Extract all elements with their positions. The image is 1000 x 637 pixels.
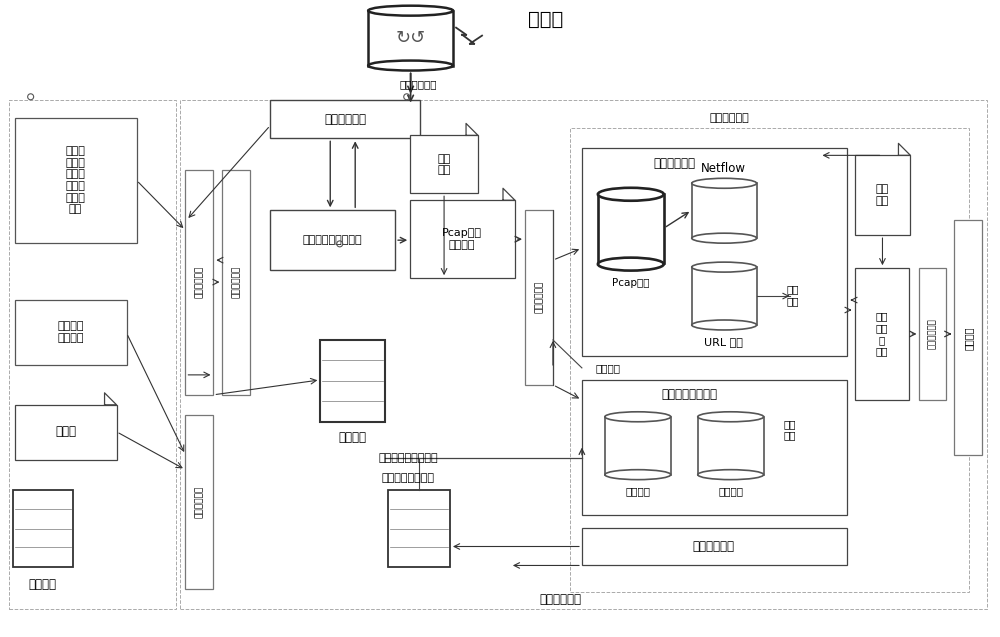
- Bar: [698, 417, 764, 475]
- Bar: [582, 380, 847, 515]
- Text: URL 域名: URL 域名: [704, 337, 743, 347]
- Text: 内部网络接口: 内部网络接口: [195, 266, 204, 298]
- Ellipse shape: [598, 188, 664, 201]
- Text: Pcap报文: Pcap报文: [612, 278, 650, 288]
- Bar: [598, 194, 664, 263]
- Text: 白名单: 白名单: [55, 426, 76, 438]
- Text: 白名单、密罐配置: 白名单、密罐配置: [382, 473, 435, 483]
- Bar: [368, 11, 453, 66]
- Bar: [222, 170, 250, 395]
- Text: 外部网络接口: 外部网络接口: [928, 318, 937, 349]
- Ellipse shape: [692, 233, 757, 243]
- Bar: [954, 220, 982, 455]
- Bar: [855, 268, 909, 400]
- Bar: [525, 210, 553, 385]
- Ellipse shape: [605, 412, 671, 422]
- Text: Netflow: Netflow: [701, 162, 746, 175]
- Bar: [605, 417, 671, 475]
- Text: 告警日志: 告警日志: [595, 363, 620, 373]
- Text: 外部网络接口: 外部网络接口: [324, 113, 366, 126]
- Text: 恶意文件: 恶意文件: [625, 487, 650, 497]
- Text: 文件、
进程、
网络、
注册表
监控与
采集: 文件、 进程、 网络、 注册表 监控与 采集: [66, 147, 86, 214]
- Ellipse shape: [598, 257, 664, 271]
- Bar: [270, 210, 395, 270]
- Bar: [855, 155, 910, 235]
- Text: 网络告警规则: 网络告警规则: [710, 113, 750, 124]
- Ellipse shape: [698, 469, 764, 480]
- Bar: [13, 490, 73, 568]
- Text: 密罐节点: 密罐节点: [29, 578, 57, 591]
- Bar: [582, 527, 847, 566]
- Text: 网络日志管理: 网络日志管理: [654, 157, 696, 170]
- Text: 主机日志: 主机日志: [718, 487, 743, 497]
- Bar: [692, 183, 757, 238]
- Text: 互联网: 互联网: [528, 10, 563, 29]
- Bar: [410, 200, 515, 278]
- Bar: [388, 490, 450, 568]
- Bar: [582, 148, 847, 356]
- Text: 密罐主机
日志转发: 密罐主机 日志转发: [57, 321, 84, 343]
- Ellipse shape: [368, 61, 453, 71]
- Bar: [270, 101, 420, 138]
- Text: 管理网络接口: 管理网络接口: [195, 485, 204, 518]
- Text: 网络数据控制和捕获: 网络数据控制和捕获: [302, 235, 362, 245]
- Text: ↻↺: ↻↺: [395, 29, 426, 47]
- Bar: [180, 101, 987, 610]
- Ellipse shape: [698, 412, 764, 422]
- Bar: [15, 300, 127, 365]
- Text: 检测
规则: 检测 规则: [437, 154, 451, 175]
- Bar: [15, 118, 137, 243]
- Bar: [320, 340, 385, 422]
- Text: 网络攻击数据: 网络攻击数据: [400, 80, 437, 90]
- Bar: [185, 170, 213, 395]
- Bar: [9, 101, 176, 610]
- Text: 密罐主机管理: 密罐主机管理: [693, 540, 735, 553]
- Bar: [692, 267, 757, 325]
- Text: 主机变化日志管理: 主机变化日志管理: [662, 389, 718, 401]
- Ellipse shape: [368, 6, 453, 16]
- Ellipse shape: [692, 320, 757, 330]
- Text: 主机日志、恶意文件: 主机日志、恶意文件: [378, 453, 438, 462]
- Bar: [410, 136, 478, 193]
- Text: 站点管理节点: 站点管理节点: [539, 593, 581, 606]
- Text: Pcap数据
告警日志: Pcap数据 告警日志: [442, 229, 482, 250]
- Bar: [185, 415, 213, 589]
- Text: 管理网络接口: 管理网络接口: [534, 281, 543, 313]
- Bar: [919, 268, 946, 400]
- Ellipse shape: [605, 469, 671, 480]
- Bar: [570, 129, 969, 592]
- Text: 检测
规则: 检测 规则: [876, 185, 889, 206]
- Ellipse shape: [692, 178, 757, 189]
- Text: 网络
日志: 网络 日志: [786, 284, 799, 306]
- Bar: [15, 404, 117, 460]
- Text: 上级节点: 上级节点: [963, 326, 973, 350]
- Text: 关联
分析
及
上传: 关联 分析 及 上传: [875, 311, 888, 356]
- Ellipse shape: [692, 262, 757, 272]
- Text: 内部网络接口: 内部网络接口: [232, 266, 241, 298]
- Text: 主机
日志: 主机 日志: [783, 419, 796, 441]
- Text: 密网网关: 密网网关: [338, 431, 366, 444]
